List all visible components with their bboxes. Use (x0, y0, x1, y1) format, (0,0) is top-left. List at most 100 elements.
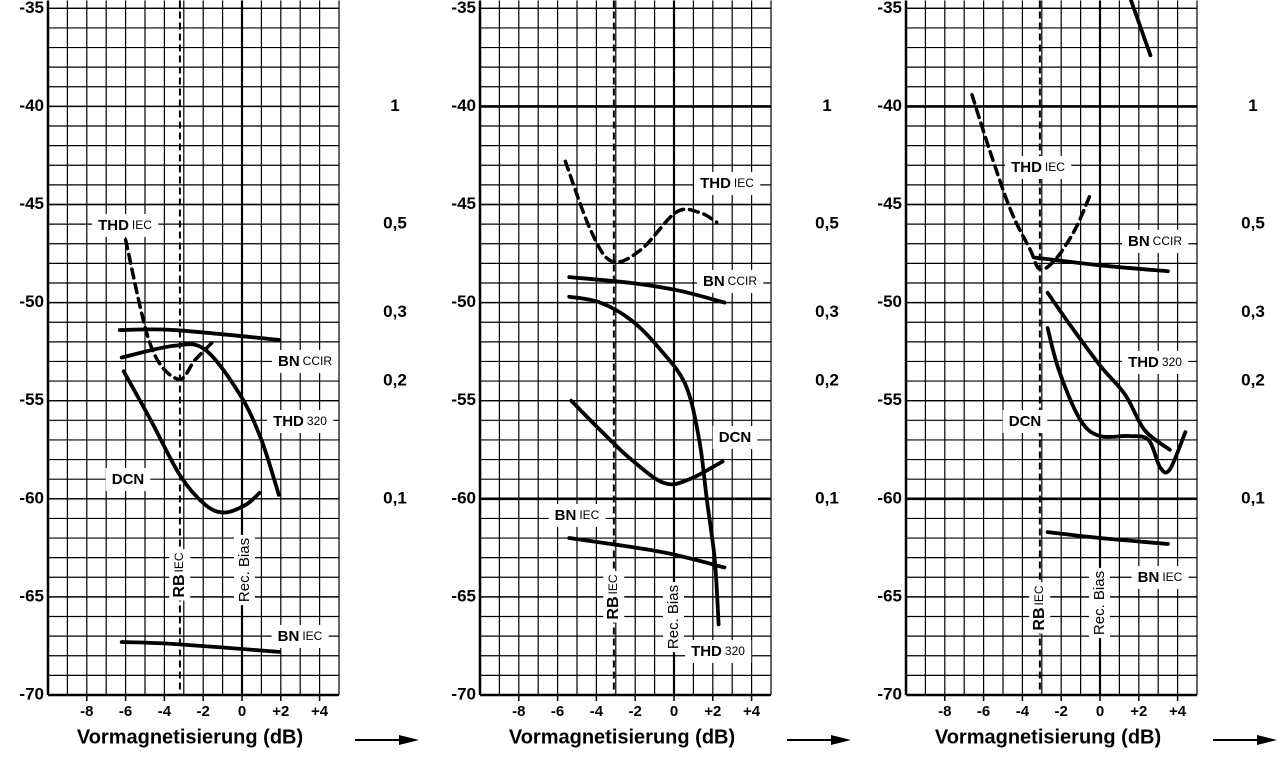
series-sub: IEC (302, 629, 322, 643)
series-line (123, 238, 217, 381)
series-label: BN IEC (555, 507, 600, 524)
x-tick-label: +4 (743, 703, 761, 720)
series-sub: 320 (307, 414, 327, 428)
series-label: THD IEC (98, 217, 152, 234)
x-tick-label: +4 (311, 703, 329, 720)
series-label: DCN (719, 429, 752, 446)
label-background (92, 213, 159, 237)
y-tick-label: -70 (877, 684, 902, 703)
series-label: THD IEC (1011, 159, 1065, 176)
marker-sub: IEC (172, 552, 186, 572)
x-axis-label: Vormagnetisierung (dB) (935, 726, 1161, 748)
y-tick-label: -70 (19, 684, 44, 703)
series-label: THD 320 (273, 413, 327, 430)
y-tick-label: -70 (451, 684, 476, 703)
series-name: DCN (1009, 413, 1042, 430)
series-name: THD (700, 175, 731, 192)
series-line (1129, 0, 1153, 58)
y-tick-label: -60 (451, 488, 476, 507)
series-name: BN (278, 628, 300, 645)
series-name: THD (273, 413, 304, 430)
y2-tick-label: 0,2 (383, 371, 407, 390)
series-name: DCN (719, 429, 752, 446)
series-label: DCN (1009, 413, 1042, 430)
label-background (712, 425, 758, 449)
y-tick-label: -50 (19, 292, 44, 311)
series-line (119, 640, 281, 654)
series-line (117, 327, 281, 342)
y2-tick-label: 0,3 (815, 302, 839, 321)
label-background (267, 409, 334, 433)
x-tick-label: -4 (590, 703, 604, 720)
marker-label: Rec. Bias (236, 538, 253, 602)
y-tick-label: -55 (451, 390, 476, 409)
y2-tick-label: 0,5 (815, 214, 839, 233)
series-line (121, 369, 262, 515)
series-line (1045, 326, 1188, 475)
y2-tick-label: 0,3 (383, 302, 407, 321)
label-background (1002, 409, 1048, 433)
y-tick-label: -65 (451, 586, 476, 605)
marker-label: RB IEC (171, 552, 188, 597)
marker-label: RB IEC (1031, 585, 1048, 630)
series-label: THD 320 (1128, 354, 1182, 371)
y-tick-label: -60 (19, 488, 44, 507)
arrow-head (1257, 735, 1277, 745)
series-label: DCN (112, 471, 145, 488)
series-sub: 320 (725, 644, 745, 658)
marker-label: Rec. Bias (665, 585, 682, 649)
label-background (169, 549, 191, 601)
series-name: BN (1138, 569, 1160, 586)
label-background (696, 269, 764, 293)
y-tick-label: -45 (451, 194, 476, 213)
series-sub: IEC (1045, 160, 1065, 174)
x-axis-label: Vormagnetisierung (dB) (509, 726, 735, 748)
series-name: THD (691, 643, 722, 660)
series-label: BN CCIR (278, 353, 332, 370)
series-line (1032, 255, 1170, 274)
x-tick-label: -2 (1055, 703, 1068, 720)
y2-tick-label: 0,1 (815, 488, 839, 507)
label-background (1029, 582, 1051, 634)
series-sub: IEC (734, 176, 754, 190)
series-name: BN (703, 273, 725, 290)
series-line (970, 92, 1093, 272)
y-tick-label: -40 (877, 96, 902, 115)
marker-name: Rec. Bias (665, 585, 682, 649)
series-label: BN IEC (278, 628, 323, 645)
series-line (1045, 530, 1170, 546)
y-tick-label: -50 (877, 292, 902, 311)
marker-label: RB IEC (605, 574, 622, 619)
y2-tick-label: 0,3 (1241, 302, 1265, 321)
series-line (119, 342, 281, 497)
x-axis-label: Vormagnetisierung (dB) (77, 726, 303, 748)
label-background (105, 467, 151, 491)
y2-tick-label: 0,5 (1241, 214, 1265, 233)
marker-name: RB (171, 574, 188, 597)
x-tick-label: -6 (119, 703, 132, 720)
y2-tick-label: 0,5 (383, 214, 407, 233)
y-tick-label: -35 (877, 0, 902, 17)
y-tick-label: -40 (19, 96, 44, 115)
series-line (1045, 290, 1172, 452)
marker-name: Rec. Bias (1091, 571, 1108, 635)
y2-tick-label: 1 (822, 96, 831, 115)
series-label: BN CCIR (703, 273, 757, 290)
y2-tick-label: 1 (1248, 96, 1257, 115)
arrow-head (831, 735, 851, 745)
series-sub: IEC (132, 218, 152, 232)
x-tick-label: -2 (197, 703, 210, 720)
x-tick-label: +2 (272, 703, 289, 720)
marker-label: Rec. Bias (1091, 571, 1108, 635)
y-tick-label: -60 (877, 488, 902, 507)
series-sub: CCIR (728, 274, 758, 288)
marker-name: Rec. Bias (236, 538, 253, 602)
series-line (569, 398, 725, 487)
label-background (685, 639, 752, 663)
series-sub: 320 (1162, 355, 1182, 369)
series-label: THD IEC (700, 175, 754, 192)
label-background (1005, 155, 1072, 179)
series-name: THD (98, 217, 129, 234)
